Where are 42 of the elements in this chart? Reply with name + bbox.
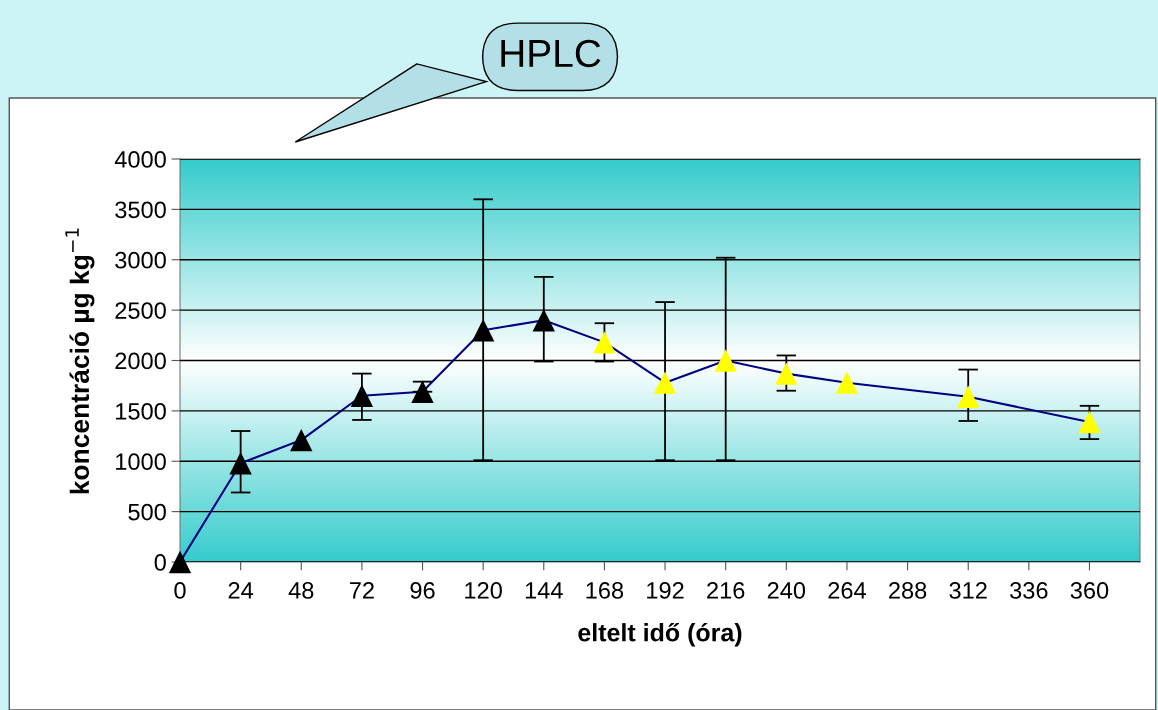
y-tick-label: 1500 <box>116 402 166 420</box>
x-tick-label: 168 <box>586 582 624 599</box>
point <box>532 309 555 332</box>
point <box>290 428 313 452</box>
x-tick-label: 120 <box>465 582 502 599</box>
x-tick-label: 336 <box>1010 582 1048 599</box>
point <box>471 319 495 342</box>
point <box>835 371 859 394</box>
text: HPLC <box>501 39 601 68</box>
point <box>957 385 980 408</box>
y-tick-label: 1000 <box>116 453 166 471</box>
point <box>714 349 737 372</box>
point <box>168 550 192 574</box>
y-tick-label: 0 <box>154 554 166 571</box>
x-tick-label: 288 <box>889 582 927 599</box>
y-tick-label: 2500 <box>115 302 166 319</box>
point <box>411 380 434 403</box>
x-tick-label: 312 <box>949 582 987 599</box>
y-tick-label: 3500 <box>115 201 166 219</box>
y-tick-label: 4000 <box>114 151 166 168</box>
y-tick-label: 2000 <box>115 352 166 370</box>
point <box>1078 410 1101 434</box>
point <box>593 331 616 354</box>
x-tick-label: 0 <box>174 582 186 599</box>
x-tick-label: 264 <box>828 582 866 599</box>
point <box>775 362 798 385</box>
x-tick-label: 360 <box>1070 582 1109 599</box>
x-tick-label: 240 <box>767 582 806 599</box>
point <box>653 371 677 394</box>
x-tick-label: 48 <box>288 582 314 599</box>
y-axis-title: koncentráció µg kg$^{−1}$ <box>65 228 95 494</box>
point <box>350 384 374 407</box>
point <box>229 452 252 475</box>
x-tick-label: 96 <box>410 582 435 599</box>
x-tick-label: 144 <box>525 582 563 599</box>
x-tick-label: 192 <box>647 582 684 599</box>
x-tick-label: 72 <box>349 582 374 599</box>
y-tick-label: 3000 <box>115 251 166 269</box>
y-tick-label: 500 <box>128 503 166 521</box>
x-tick-label: 24 <box>228 582 254 599</box>
x-tick-label: 216 <box>707 582 745 599</box>
x-axis-title: eltelt idő (óra) <box>578 622 742 647</box>
